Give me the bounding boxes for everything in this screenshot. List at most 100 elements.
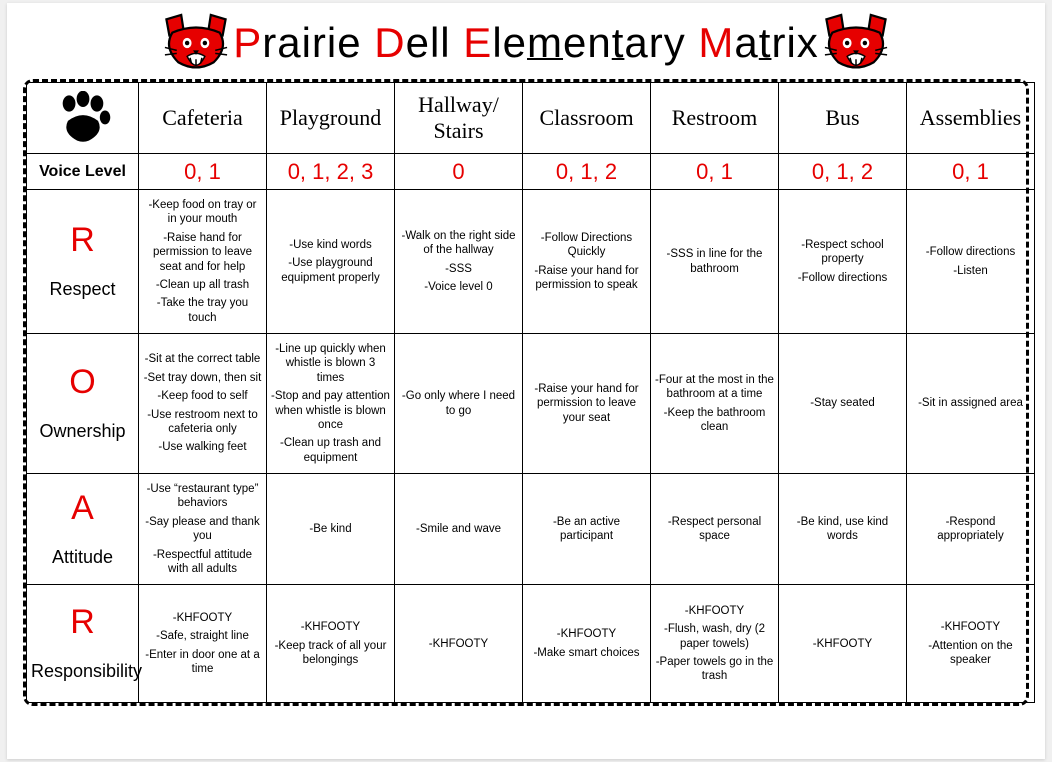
cell-item: -Make smart choices (527, 646, 646, 660)
row-word: Attitude (31, 547, 134, 568)
cell-item: -Respect school property (783, 238, 902, 267)
cell-item: -Use walking feet (143, 440, 262, 454)
matrix-cell: -Raise your hand for permission to leave… (523, 334, 651, 474)
cell-item: -Sit in assigned area (911, 396, 1030, 410)
row-word: Respect (31, 279, 134, 300)
cell-item: -Paper towels go in the trash (655, 655, 774, 684)
cell-item: -Respectful attitude with all adults (143, 548, 262, 577)
behavior-matrix-table: CafeteriaPlaygroundHallway/StairsClassro… (26, 82, 1035, 703)
cell-item: -Follow Directions Quickly (527, 231, 646, 260)
voice-level-value: 0, 1 (651, 154, 779, 190)
matrix-cell: -KHFOOTY-Safe, straight line-Enter in do… (139, 585, 267, 703)
cell-item: -Be an active participant (527, 515, 646, 544)
voice-level-value: 0, 1, 2 (523, 154, 651, 190)
cell-item: -Four at the most in the bathroom at a t… (655, 373, 774, 402)
cell-item: -Say please and thank you (143, 515, 262, 544)
row-letter: R (31, 605, 134, 639)
cell-item: -Line up quickly when whistle is blown 3… (271, 342, 390, 385)
page: Prairie Dell Elementary Matrix Cafeteria… (7, 3, 1045, 759)
cell-item: -Voice level 0 (399, 280, 518, 294)
cell-item: -Raise hand for permission to leave seat… (143, 231, 262, 274)
page-title: Prairie Dell Elementary Matrix (233, 19, 819, 67)
cell-item: -Safe, straight line (143, 629, 262, 643)
matrix-cell: -Keep food on tray or in your mouth-Rais… (139, 190, 267, 334)
matrix-cell: -KHFOOTY -Flush, wash, dry (2 paper towel… (651, 585, 779, 703)
cell-item: -Keep track of all your belongings (271, 639, 390, 668)
matrix-cell: -Stay seated (779, 334, 907, 474)
matrix-cell: -KHFOOTY -Keep track of all your belongin… (267, 585, 395, 703)
matrix-cell: -Line up quickly when whistle is blown 3… (267, 334, 395, 474)
column-header: Classroom (523, 83, 651, 154)
cell-item: -Use kind words (271, 238, 390, 252)
matrix-cell: -Be an active participant (523, 474, 651, 585)
cell-item: -KHFOOTY (655, 604, 774, 618)
matrix-cell: -SSS in line for the bathroom (651, 190, 779, 334)
matrix-cell: -Respect personal space (651, 474, 779, 585)
cell-item: -Raise your hand for permission to leave… (527, 382, 646, 425)
cell-item: -KHFOOTY (399, 637, 518, 651)
voice-level-value: 0 (395, 154, 523, 190)
cell-item: -KHFOOTY (271, 620, 390, 634)
row-letter: A (31, 491, 134, 525)
column-header: Playground (267, 83, 395, 154)
cell-item: -Clean up all trash (143, 278, 262, 292)
cell-item: -Keep the bathroom clean (655, 406, 774, 435)
paw-icon-cell (27, 83, 139, 154)
matrix-cell: -Sit in assigned area (907, 334, 1035, 474)
cell-item: -Attention on the speaker (911, 639, 1030, 668)
row-header-responsibility: R Responsibility (27, 585, 139, 703)
matrix-cell: -KHFOOTY -Attention on the speaker (907, 585, 1035, 703)
matrix-cell: -Four at the most in the bathroom at a t… (651, 334, 779, 474)
cell-item: -Follow directions (911, 245, 1030, 259)
mascot-right-icon (819, 13, 893, 73)
matrix-cell: -Use “restaurant type” behaviors-Say ple… (139, 474, 267, 585)
matrix-body: CafeteriaPlaygroundHallway/StairsClassro… (27, 83, 1035, 703)
matrix-cell: -Use kind words-Use playground equipment… (267, 190, 395, 334)
cell-item: -Be kind (271, 522, 390, 536)
matrix-cell: -Follow Directions Quickly -Raise your ha… (523, 190, 651, 334)
matrix-border: CafeteriaPlaygroundHallway/StairsClassro… (23, 79, 1029, 706)
row-header-respect: R Respect (27, 190, 139, 334)
column-header: Assemblies (907, 83, 1035, 154)
cell-item: -Use restroom next to cafeteria only (143, 408, 262, 437)
cell-item: -Stay seated (783, 396, 902, 410)
header: Prairie Dell Elementary Matrix (23, 13, 1029, 73)
mascot-left-icon (159, 13, 233, 73)
matrix-cell: -Be kind, use kind words (779, 474, 907, 585)
cell-item: -SSS (399, 262, 518, 276)
cell-item: -KHFOOTY (143, 611, 262, 625)
cell-item: -Respect personal space (655, 515, 774, 544)
row-header-ownership: O Ownership (27, 334, 139, 474)
matrix-cell: -KHFOOTY -Make smart choices (523, 585, 651, 703)
matrix-cell: -Respond appropriately (907, 474, 1035, 585)
voice-level-value: 0, 1, 2, 3 (267, 154, 395, 190)
matrix-cell: -Follow directions -Listen (907, 190, 1035, 334)
matrix-cell: -Be kind (267, 474, 395, 585)
cell-item: -Flush, wash, dry (2 paper towels) (655, 622, 774, 651)
column-header: Cafeteria (139, 83, 267, 154)
row-letter: R (31, 223, 134, 257)
voice-level-value: 0, 1, 2 (779, 154, 907, 190)
matrix-cell: -KHFOOTY (779, 585, 907, 703)
column-header: Hallway/Stairs (395, 83, 523, 154)
cell-item: -Raise your hand for permission to speak (527, 264, 646, 293)
matrix-cell: -Smile and wave (395, 474, 523, 585)
paw-icon (31, 91, 134, 145)
cell-item: -Listen (911, 264, 1030, 278)
cell-item: -Go only where I need to go (399, 389, 518, 418)
cell-item: -Clean up trash and equipment (271, 436, 390, 465)
column-header: Bus (779, 83, 907, 154)
cell-item: -Be kind, use kind words (783, 515, 902, 544)
cell-item: -KHFOOTY (527, 627, 646, 641)
row-word: Responsibility (31, 661, 134, 682)
row-word: Ownership (31, 421, 134, 442)
cell-item: -Smile and wave (399, 522, 518, 536)
row-letter: O (31, 365, 134, 399)
matrix-cell: -Sit at the correct table-Set tray down,… (139, 334, 267, 474)
column-header: Restroom (651, 83, 779, 154)
cell-item: -Walk on the right side of the hallway (399, 229, 518, 258)
cell-item: -KHFOOTY (911, 620, 1030, 634)
cell-item: -SSS in line for the bathroom (655, 247, 774, 276)
voice-level-value: 0, 1 (139, 154, 267, 190)
matrix-cell: -Go only where I need to go (395, 334, 523, 474)
